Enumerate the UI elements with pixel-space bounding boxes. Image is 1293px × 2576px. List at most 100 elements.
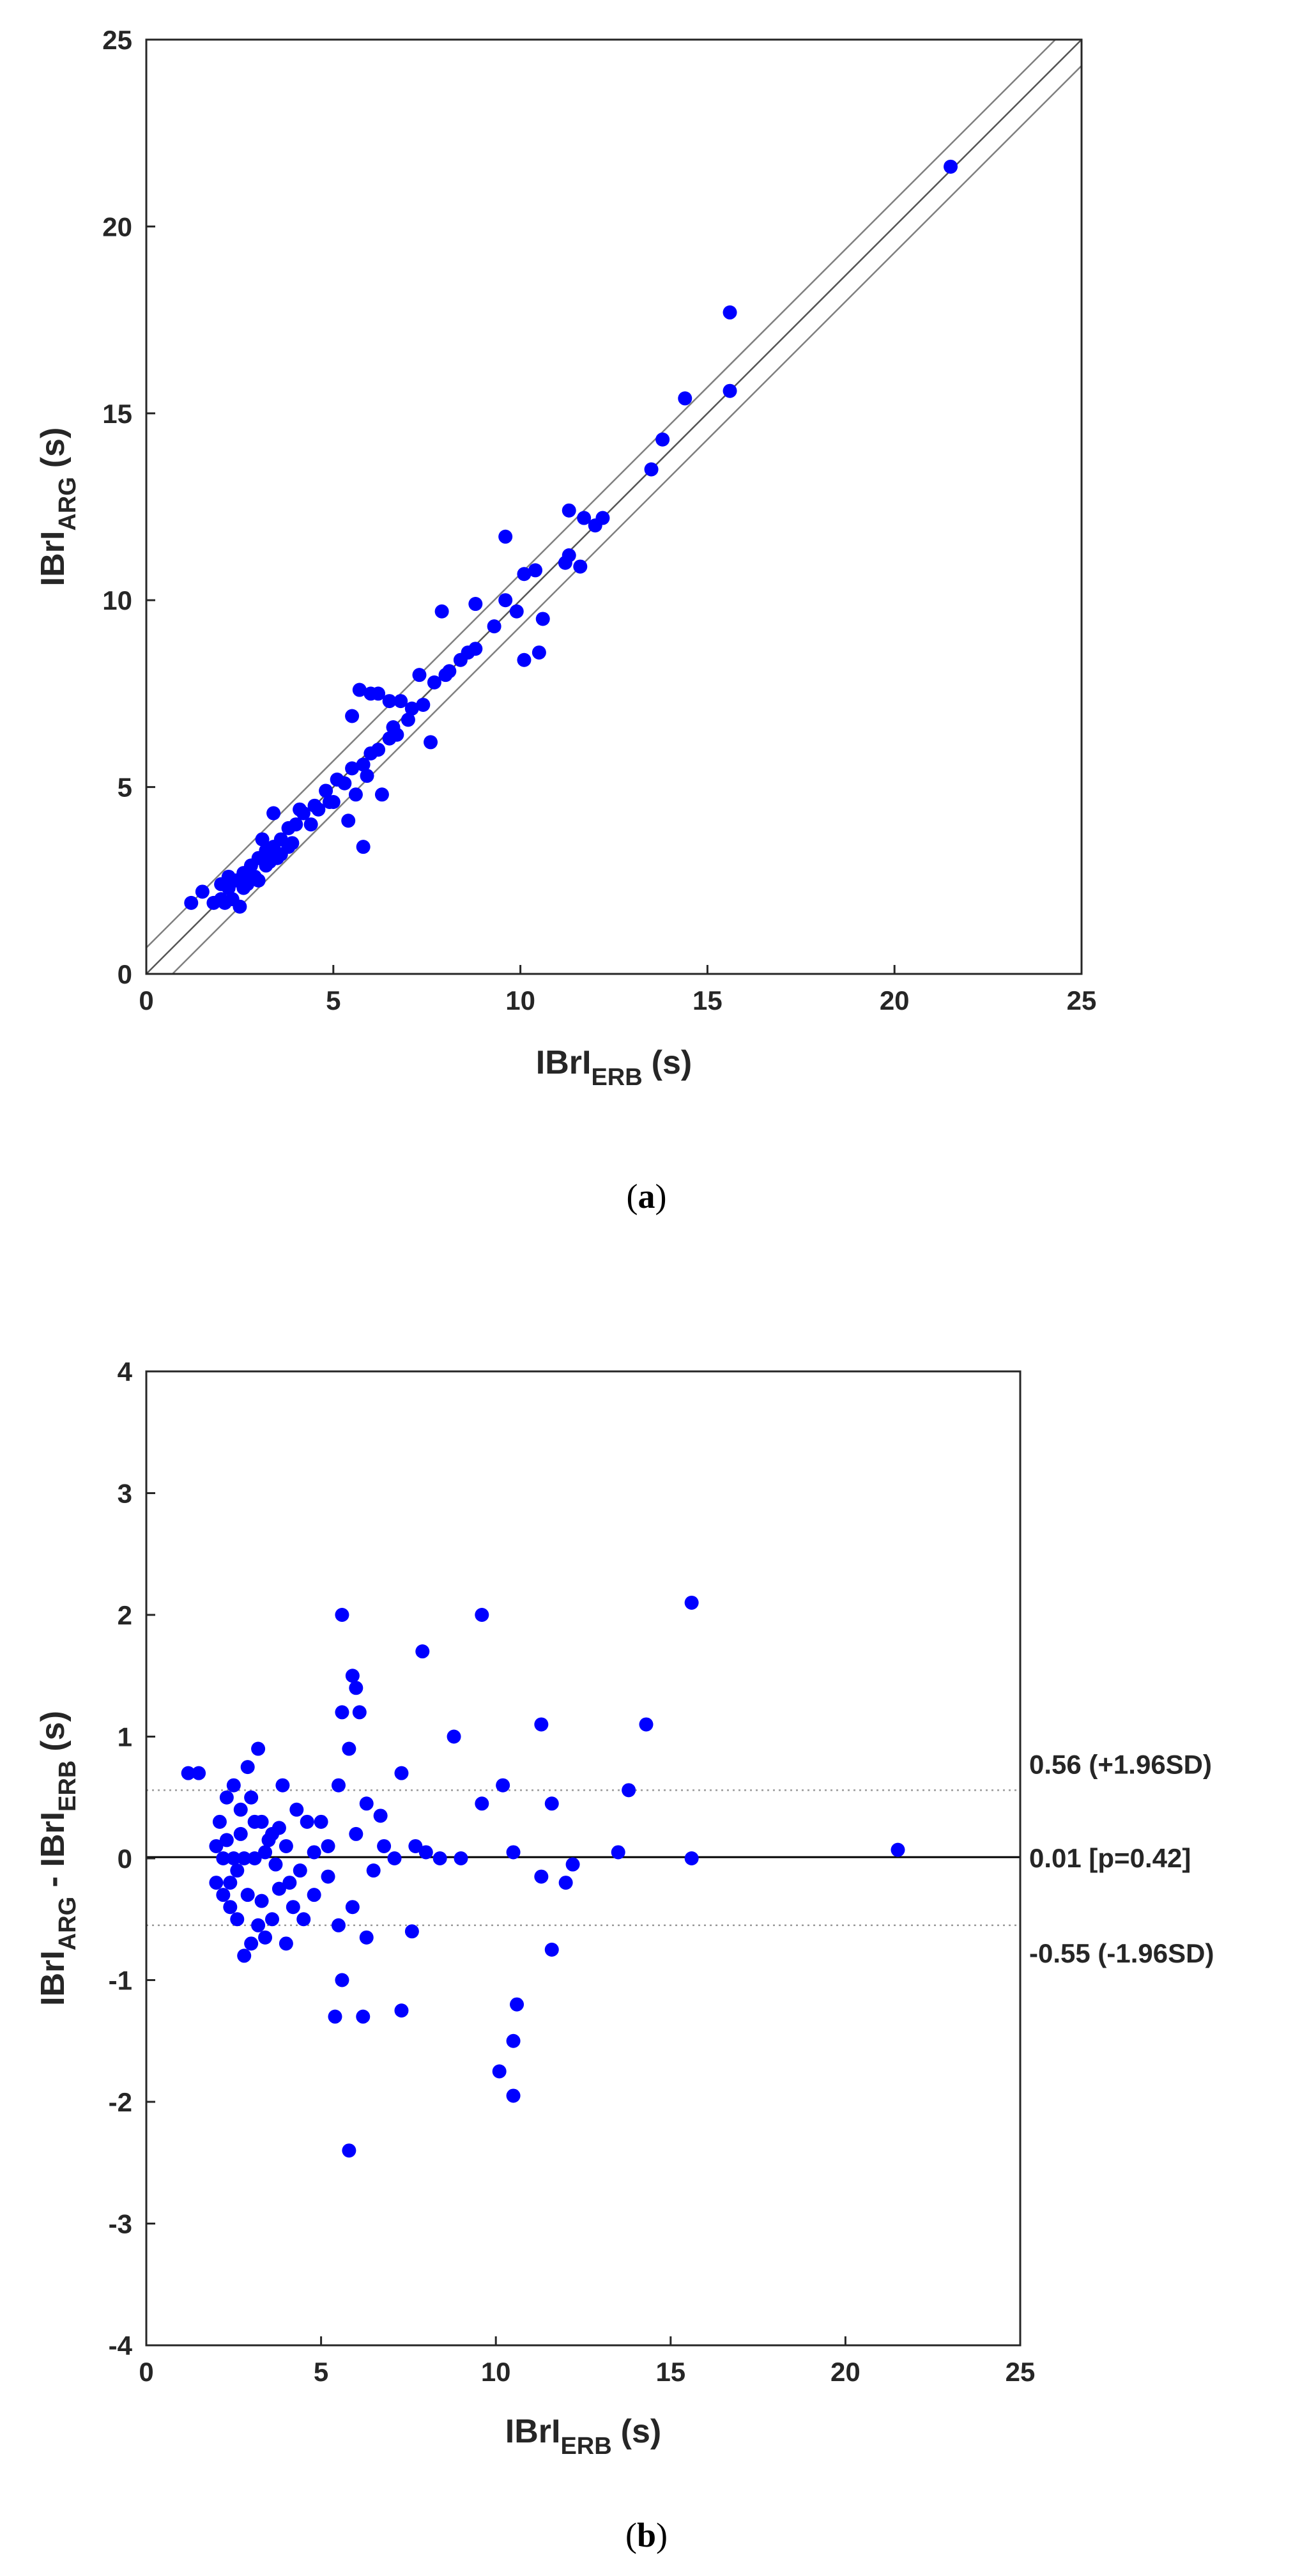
x-tick-label: 25 <box>1006 2357 1036 2387</box>
data-point <box>300 1814 314 1829</box>
y-tick-label: 15 <box>102 399 132 429</box>
data-point <box>209 1839 224 1853</box>
data-point <box>438 668 453 683</box>
data-point <box>321 1869 335 1884</box>
x-axis-label-a-sub: ERB <box>591 1064 642 1091</box>
data-point <box>311 802 326 817</box>
data-point <box>349 1681 363 1695</box>
data-point <box>390 727 404 742</box>
caption-b-letter: b <box>637 2516 656 2554</box>
data-point <box>307 1888 321 1902</box>
y-axis-label-b-mid: - IBrI <box>34 1812 72 1897</box>
data-point <box>247 1851 262 1865</box>
data-point <box>258 1845 273 1860</box>
x-axis-label-b: IBrIERB (s) <box>505 2413 661 2460</box>
data-point <box>415 1644 430 1659</box>
x-tick-label: 0 <box>139 2357 153 2387</box>
y-ticks-a: 0 5 10 15 20 25 <box>102 25 155 989</box>
data-point <box>595 511 610 525</box>
data-point <box>487 619 501 634</box>
caption-a: (a) <box>627 1177 667 1215</box>
x-tick-label: 0 <box>139 985 153 1015</box>
data-point <box>498 593 513 608</box>
y-ticks-b: -4 -3 -2 -1 0 1 2 3 4 <box>109 1357 155 2361</box>
data-point <box>363 686 378 701</box>
data-point <box>342 2143 356 2158</box>
data-point <box>341 814 356 828</box>
data-point <box>382 694 397 709</box>
data-point <box>273 847 288 861</box>
data-point <box>356 757 371 772</box>
data-point <box>221 869 236 884</box>
data-point <box>475 1608 489 1622</box>
data-point <box>534 1869 549 1884</box>
data-point <box>209 1876 224 1890</box>
limit-label: -0.55 (-1.96SD) <box>1029 1938 1214 1968</box>
y-tick-label: 1 <box>118 1722 132 1752</box>
data-point <box>335 1705 349 1720</box>
data-point <box>345 1900 360 1915</box>
data-point <box>359 1930 374 1945</box>
data-point <box>447 1729 461 1744</box>
x-axis-label-a-main: IBrI <box>536 1044 592 1081</box>
data-point <box>279 1839 293 1853</box>
data-point <box>335 1608 349 1622</box>
data-point <box>216 1888 231 1902</box>
data-point <box>544 1796 559 1811</box>
y-axis-label-a-sub: ARG <box>54 477 81 530</box>
data-point <box>517 652 532 667</box>
data-point <box>498 529 513 544</box>
data-point <box>223 1876 238 1890</box>
x-axis-label-a: IBrIERB (s) <box>536 1044 692 1091</box>
caption-a-letter: a <box>638 1177 655 1215</box>
data-point <box>216 1851 231 1865</box>
y-tick-label: -3 <box>109 2209 132 2239</box>
data-point <box>233 1802 248 1817</box>
data-point <box>226 1778 241 1793</box>
data-point <box>244 1790 259 1805</box>
data-point <box>404 1924 419 1939</box>
data-point <box>454 1851 468 1865</box>
data-point <box>237 1851 252 1865</box>
data-point <box>506 2088 521 2103</box>
data-point <box>219 1790 234 1805</box>
y-axis-label-a-unit: (s) <box>34 428 72 468</box>
x-tick-label: 20 <box>880 985 910 1015</box>
y-tick-label: 3 <box>118 1479 132 1509</box>
data-point <box>374 787 389 802</box>
data-point <box>282 1876 297 1890</box>
data-point <box>356 840 371 854</box>
y-axis-label-a-main: IBrI <box>34 531 72 587</box>
y-axis-label-b-unit: (s) <box>34 1711 72 1752</box>
data-point <box>217 895 232 910</box>
data-point <box>359 1796 374 1811</box>
data-point <box>275 1778 290 1793</box>
data-point <box>401 713 415 727</box>
y-axis-label-b-sub1: ARG <box>54 1897 81 1950</box>
y-axis-label-b-sub2: ERB <box>54 1761 81 1812</box>
data-point <box>434 604 449 619</box>
data-point <box>345 709 360 723</box>
x-tick-label: 20 <box>830 2357 861 2387</box>
y-axis-label-b-main1: IBrI <box>34 1950 72 2006</box>
data-point <box>723 305 737 320</box>
data-point <box>360 769 374 783</box>
data-point <box>394 694 408 709</box>
data-point <box>233 1826 248 1841</box>
data-point <box>223 1900 238 1915</box>
y-tick-label: 10 <box>102 585 132 615</box>
limit-label: 0.56 (+1.96SD) <box>1029 1749 1212 1779</box>
data-point <box>230 1912 245 1927</box>
data-point <box>408 1839 423 1853</box>
data-point <box>184 895 199 910</box>
data-point <box>335 1973 349 1987</box>
data-point <box>349 1826 363 1841</box>
data-point <box>254 1893 269 1908</box>
data-point <box>237 1948 252 1963</box>
data-point <box>286 1900 300 1915</box>
y-axis-label-b: IBrIARG - IBrIERB (s) <box>34 1711 81 2006</box>
data-point <box>891 1842 905 1857</box>
data-point <box>577 511 592 525</box>
data-point <box>492 2064 507 2079</box>
x-ticks-b: 0 5 10 15 20 25 <box>139 2336 1035 2387</box>
